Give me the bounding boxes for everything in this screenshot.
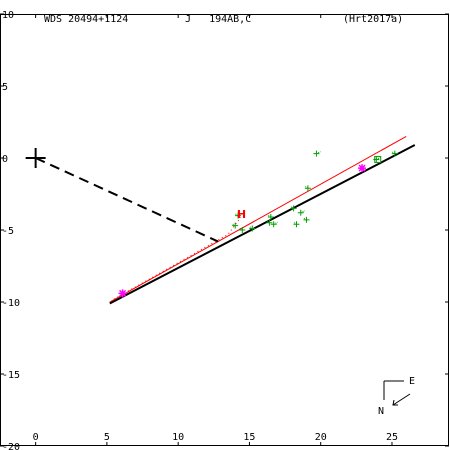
y-tick-label: -5	[2, 226, 14, 237]
measure-residual	[273, 221, 278, 225]
x-tick-label: 0	[33, 432, 39, 443]
measure-residual	[239, 227, 243, 231]
x-tick-label: 5	[104, 432, 110, 443]
wds-identifier: WDS 20494+1124	[44, 14, 128, 25]
plot-frame	[0, 14, 449, 446]
measure-residual	[290, 205, 294, 209]
y-tick-label: -10	[2, 298, 20, 309]
compass-north-label: N	[378, 406, 384, 417]
x-tick-label: 20	[315, 432, 327, 443]
y-tick-label: -20	[2, 442, 20, 450]
measure-residual	[249, 226, 253, 229]
measure-point	[290, 205, 297, 212]
measure-square	[374, 155, 382, 163]
measure-residual	[376, 156, 381, 160]
measure-residual	[267, 214, 272, 218]
y-tick-label: 5	[2, 82, 8, 93]
measure-residual	[304, 185, 309, 189]
primary-star-cross	[25, 148, 46, 168]
measure-point	[270, 221, 277, 228]
data-series: H	[25, 135, 416, 305]
measure-residual	[316, 151, 321, 155]
measure-point	[391, 150, 398, 157]
red-orbit-line	[109, 135, 407, 303]
measure-residual	[234, 213, 239, 217]
endpoint-star	[118, 289, 127, 298]
reference-code: (Hrt2017a)	[343, 14, 403, 25]
orbit-line	[109, 144, 416, 305]
system-designation: J 194AB,C	[185, 14, 251, 25]
x-tick-label: 10	[172, 432, 184, 443]
measure-point	[313, 150, 320, 157]
measure-residual	[303, 217, 307, 221]
y-tick-label: -15	[2, 370, 20, 381]
hipparcos-point: H	[237, 208, 246, 221]
node-line	[35, 157, 219, 243]
measure-point	[293, 221, 300, 228]
measure-residual	[231, 223, 236, 227]
measure-point	[304, 185, 311, 192]
measure-residual	[293, 221, 297, 225]
measure-residual	[300, 210, 305, 214]
x-tick-label: 15	[243, 432, 255, 443]
measure-residual	[391, 151, 396, 155]
plot-border	[0, 14, 449, 446]
y-tick-label: 0	[2, 154, 8, 165]
residual-line	[113, 216, 242, 300]
endpoint-star	[358, 164, 367, 173]
compass-east-label: E	[409, 376, 415, 387]
measure-residual	[266, 220, 270, 224]
compass-rose: E N	[378, 376, 415, 417]
axis-ticks: 0 5 10 15 20 25 10 5 0 -5 -10 -15 -20	[0, 10, 449, 450]
x-tick-label: 25	[386, 432, 398, 443]
arrow-icon	[392, 393, 411, 406]
y-tick-label: 10	[2, 10, 14, 21]
